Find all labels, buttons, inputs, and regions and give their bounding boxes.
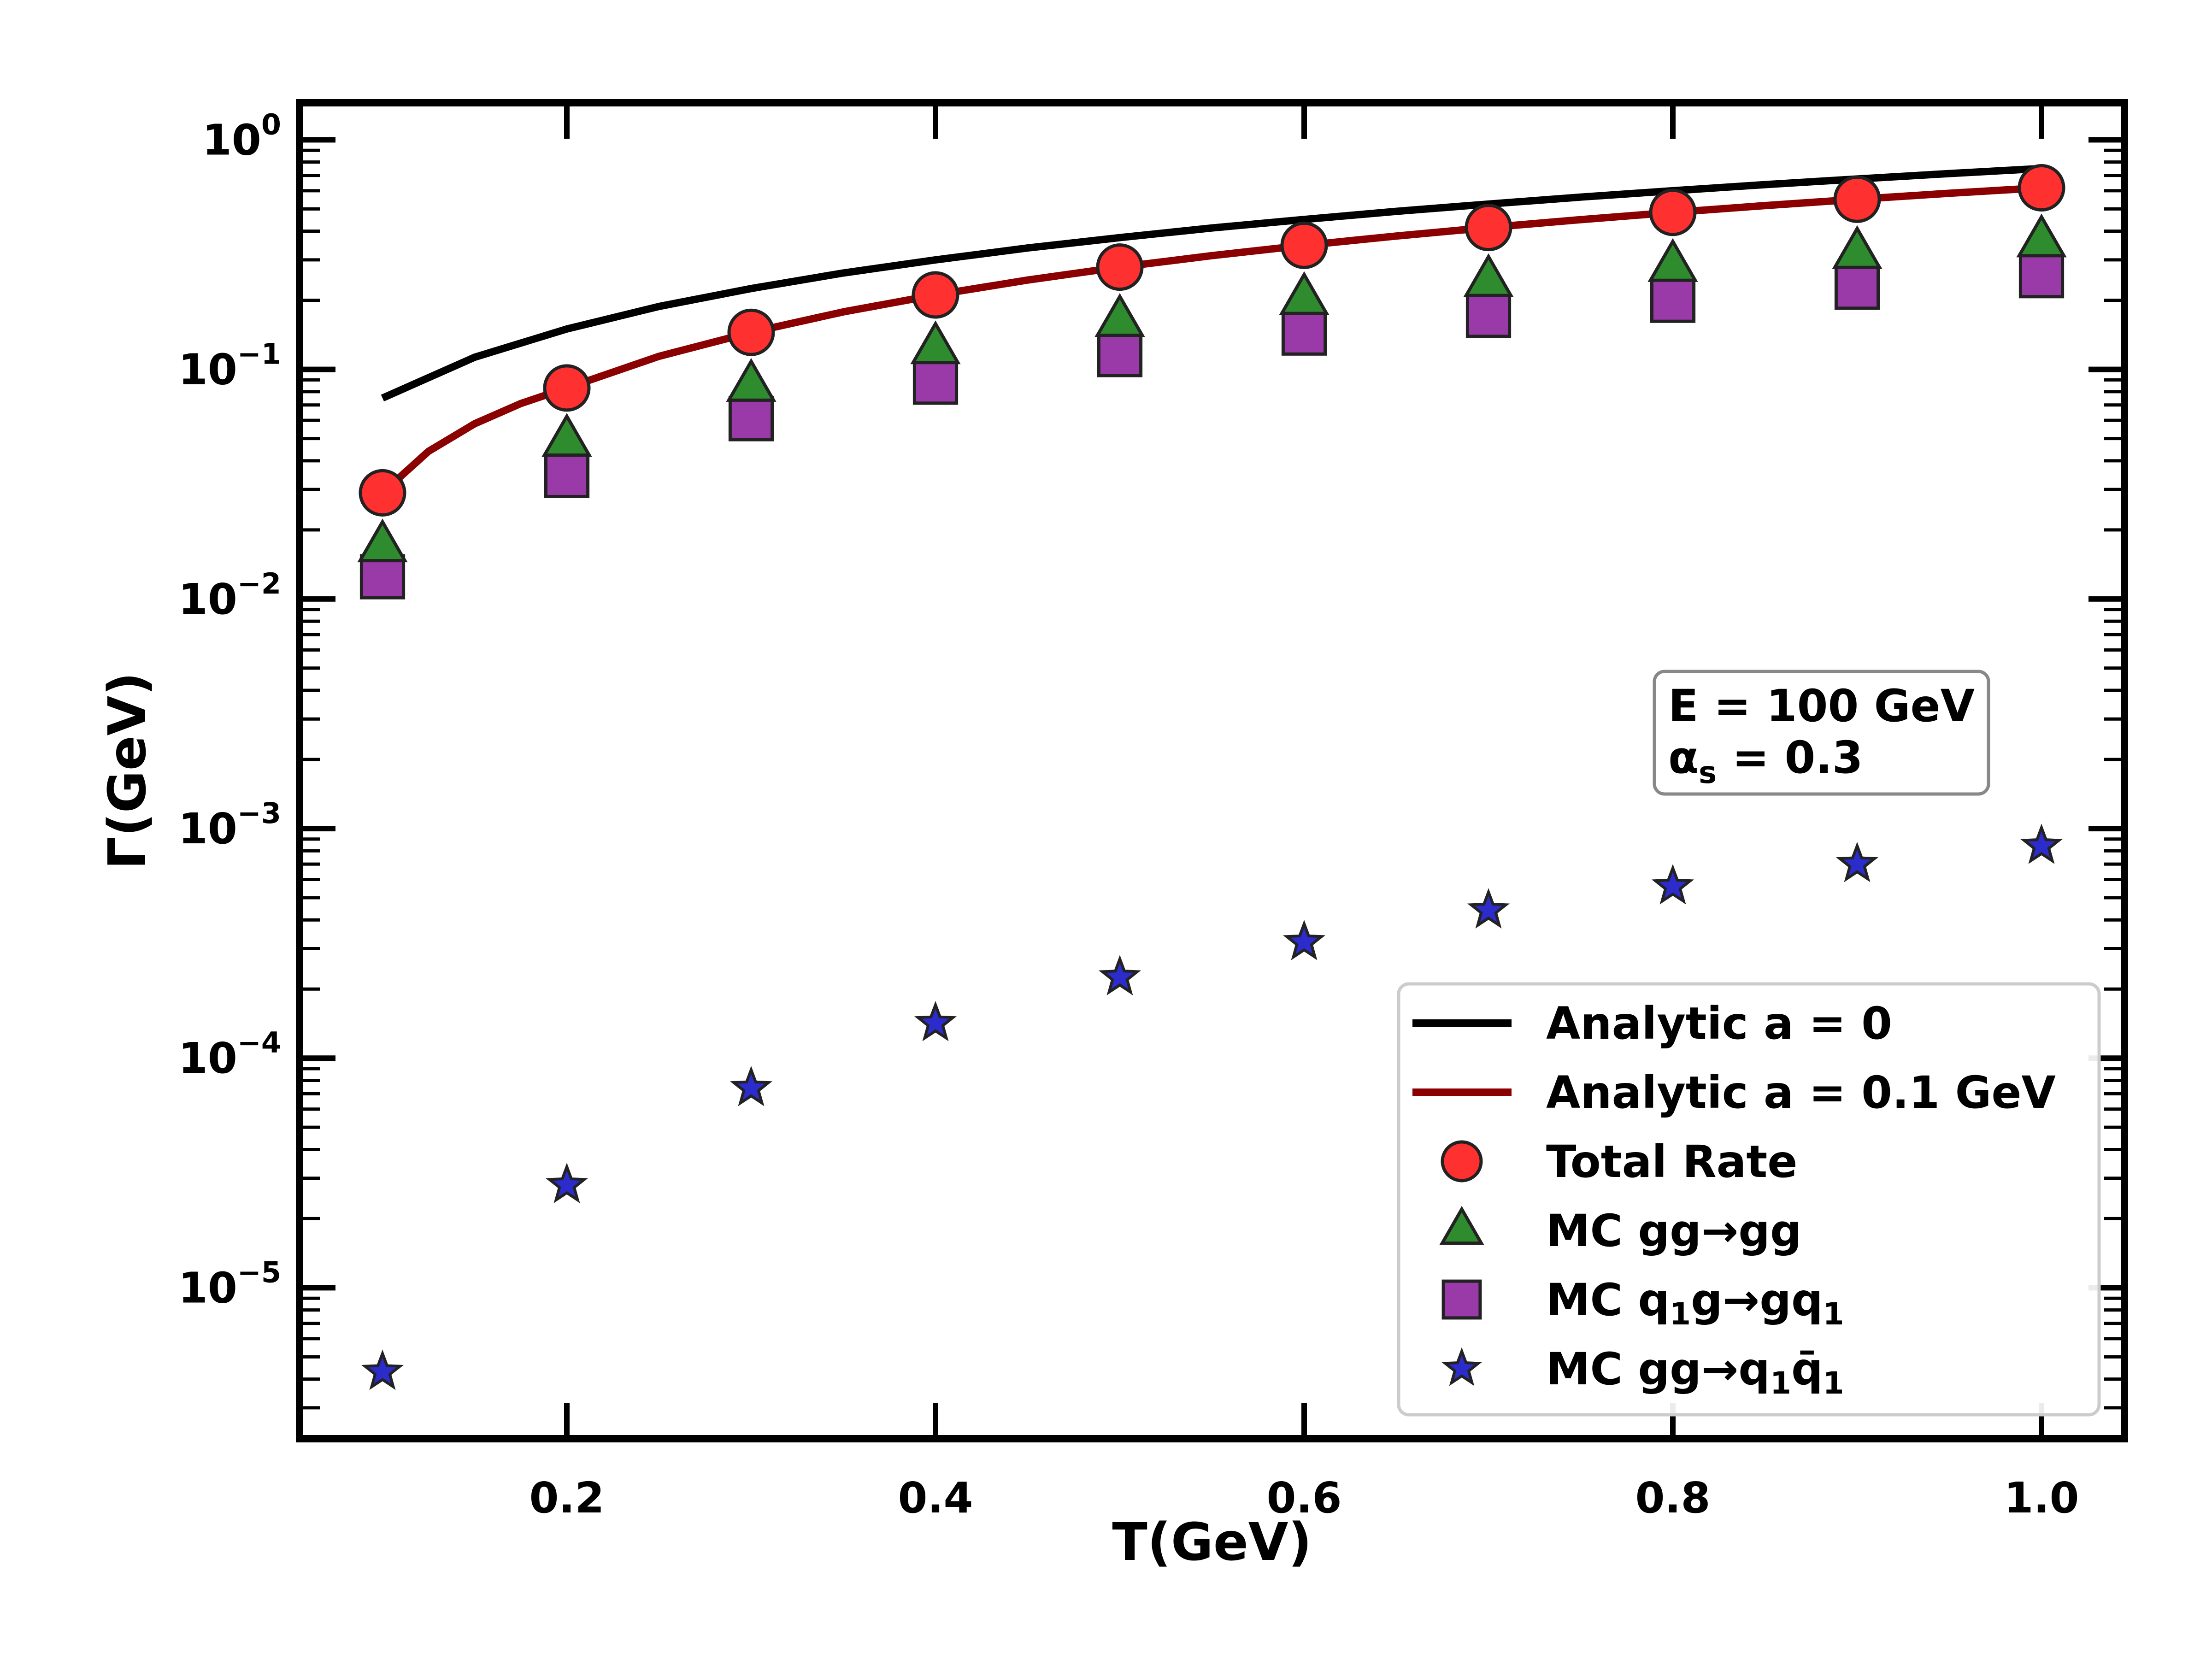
series-3 bbox=[357, 213, 2067, 563]
legend-item: MC gg→q1q̄1 bbox=[1441, 1343, 1844, 1401]
data-point bbox=[1834, 265, 1880, 310]
data-point bbox=[1281, 310, 1327, 356]
legend-frame bbox=[1397, 982, 2101, 1417]
data-point bbox=[1650, 277, 1696, 323]
data-point bbox=[2018, 164, 2065, 212]
data-point bbox=[729, 1065, 773, 1106]
data-point bbox=[1465, 293, 1512, 338]
data-point bbox=[1097, 332, 1143, 377]
series-0 bbox=[381, 165, 2042, 402]
legend-item: Analytic a = 0 bbox=[1412, 998, 1892, 1049]
data-point bbox=[1465, 204, 1512, 252]
data-point bbox=[1280, 221, 1328, 269]
series-2 bbox=[359, 164, 2065, 517]
y-tick-label: 10−5 bbox=[178, 1255, 281, 1312]
data-point bbox=[1833, 175, 1881, 223]
legend-marker-square bbox=[1441, 1279, 1482, 1320]
legend-label: Analytic a = 0 bbox=[1546, 998, 1892, 1049]
data-point bbox=[1098, 955, 1141, 995]
legend-marker-star bbox=[1441, 1347, 1483, 1386]
x-tick-label: 0.6 bbox=[1267, 1473, 1342, 1523]
legend-item: MC q1g→gq1 bbox=[1441, 1274, 1844, 1332]
data-point bbox=[1094, 293, 1145, 337]
data-point bbox=[2018, 253, 2065, 299]
data-point bbox=[1282, 920, 1326, 960]
data-point bbox=[544, 453, 590, 498]
data-point bbox=[727, 308, 775, 356]
legend-label: MC q1g→gq1 bbox=[1546, 1274, 1844, 1332]
legend-label: Total Rate bbox=[1546, 1136, 1797, 1188]
data-point bbox=[912, 271, 959, 319]
data-point bbox=[545, 1163, 588, 1203]
data-point bbox=[914, 1000, 957, 1041]
legend-label: MC gg→gg bbox=[1546, 1205, 1802, 1257]
data-point bbox=[1463, 253, 1514, 297]
series-line bbox=[381, 165, 2042, 402]
series-layer bbox=[357, 164, 2067, 1390]
x-axis-title: T(GeV) bbox=[1112, 1512, 1312, 1572]
x-tick-label: 0.2 bbox=[529, 1473, 605, 1523]
data-point bbox=[361, 1349, 404, 1390]
x-tick-label: 0.8 bbox=[1635, 1473, 1711, 1523]
legend-label: Analytic a = 0.1 GeV bbox=[1546, 1067, 2056, 1118]
x-tick-label: 1.0 bbox=[2004, 1473, 2079, 1523]
data-point bbox=[1279, 271, 1330, 315]
y-tick-label: 100 bbox=[202, 107, 281, 165]
legend-item: MC gg→gg bbox=[1439, 1205, 1802, 1257]
legend-marker-triangle bbox=[1439, 1206, 1484, 1245]
legend-item: Total Rate bbox=[1441, 1136, 1797, 1188]
data-point bbox=[357, 518, 408, 563]
y-axis-title: Γ(GeV) bbox=[98, 672, 158, 869]
data-point bbox=[1467, 888, 1510, 929]
data-point bbox=[2016, 213, 2067, 258]
data-point bbox=[1832, 225, 1883, 269]
axes-frame bbox=[296, 99, 2128, 1442]
data-point bbox=[1096, 243, 1144, 291]
legend-label: MC gg→q1q̄1 bbox=[1546, 1343, 1844, 1401]
annotation-frame bbox=[1653, 670, 1990, 796]
data-point bbox=[543, 364, 591, 412]
x-tick-label: 0.4 bbox=[898, 1473, 973, 1523]
y-tick-label: 10−1 bbox=[178, 337, 281, 394]
data-point bbox=[728, 396, 774, 441]
legend-item: Analytic a = 0.1 GeV bbox=[1412, 1067, 2056, 1118]
y-tick-label: 10−2 bbox=[178, 567, 281, 624]
data-point bbox=[2020, 824, 2063, 864]
data-point bbox=[726, 358, 777, 402]
ticks-layer: 0.2 0.4 0.6 0.8 1.0 10−5 10−4 10−3 10−2 10−1 100 bbox=[178, 103, 2124, 1523]
y-tick-label: 10−4 bbox=[178, 1026, 281, 1083]
data-point bbox=[910, 320, 961, 365]
y-tick-label: 10−3 bbox=[178, 796, 281, 853]
data-point bbox=[541, 413, 592, 457]
data-point bbox=[1649, 188, 1697, 236]
data-point bbox=[912, 359, 959, 405]
series-5 bbox=[361, 824, 2063, 1390]
series-4 bbox=[359, 253, 2065, 600]
annotation-energy: E = 100 GeV bbox=[1668, 680, 1975, 732]
annotation-alpha: αs = 0.3 bbox=[1668, 732, 1863, 790]
data-point bbox=[1647, 238, 1698, 282]
data-point bbox=[1835, 841, 1879, 882]
legend: Analytic a = 0 Analytic a = 0.1 GeV Total … bbox=[1397, 982, 2101, 1417]
data-point bbox=[359, 469, 406, 517]
data-point bbox=[1651, 864, 1694, 905]
legend-marker-circle bbox=[1441, 1140, 1483, 1182]
